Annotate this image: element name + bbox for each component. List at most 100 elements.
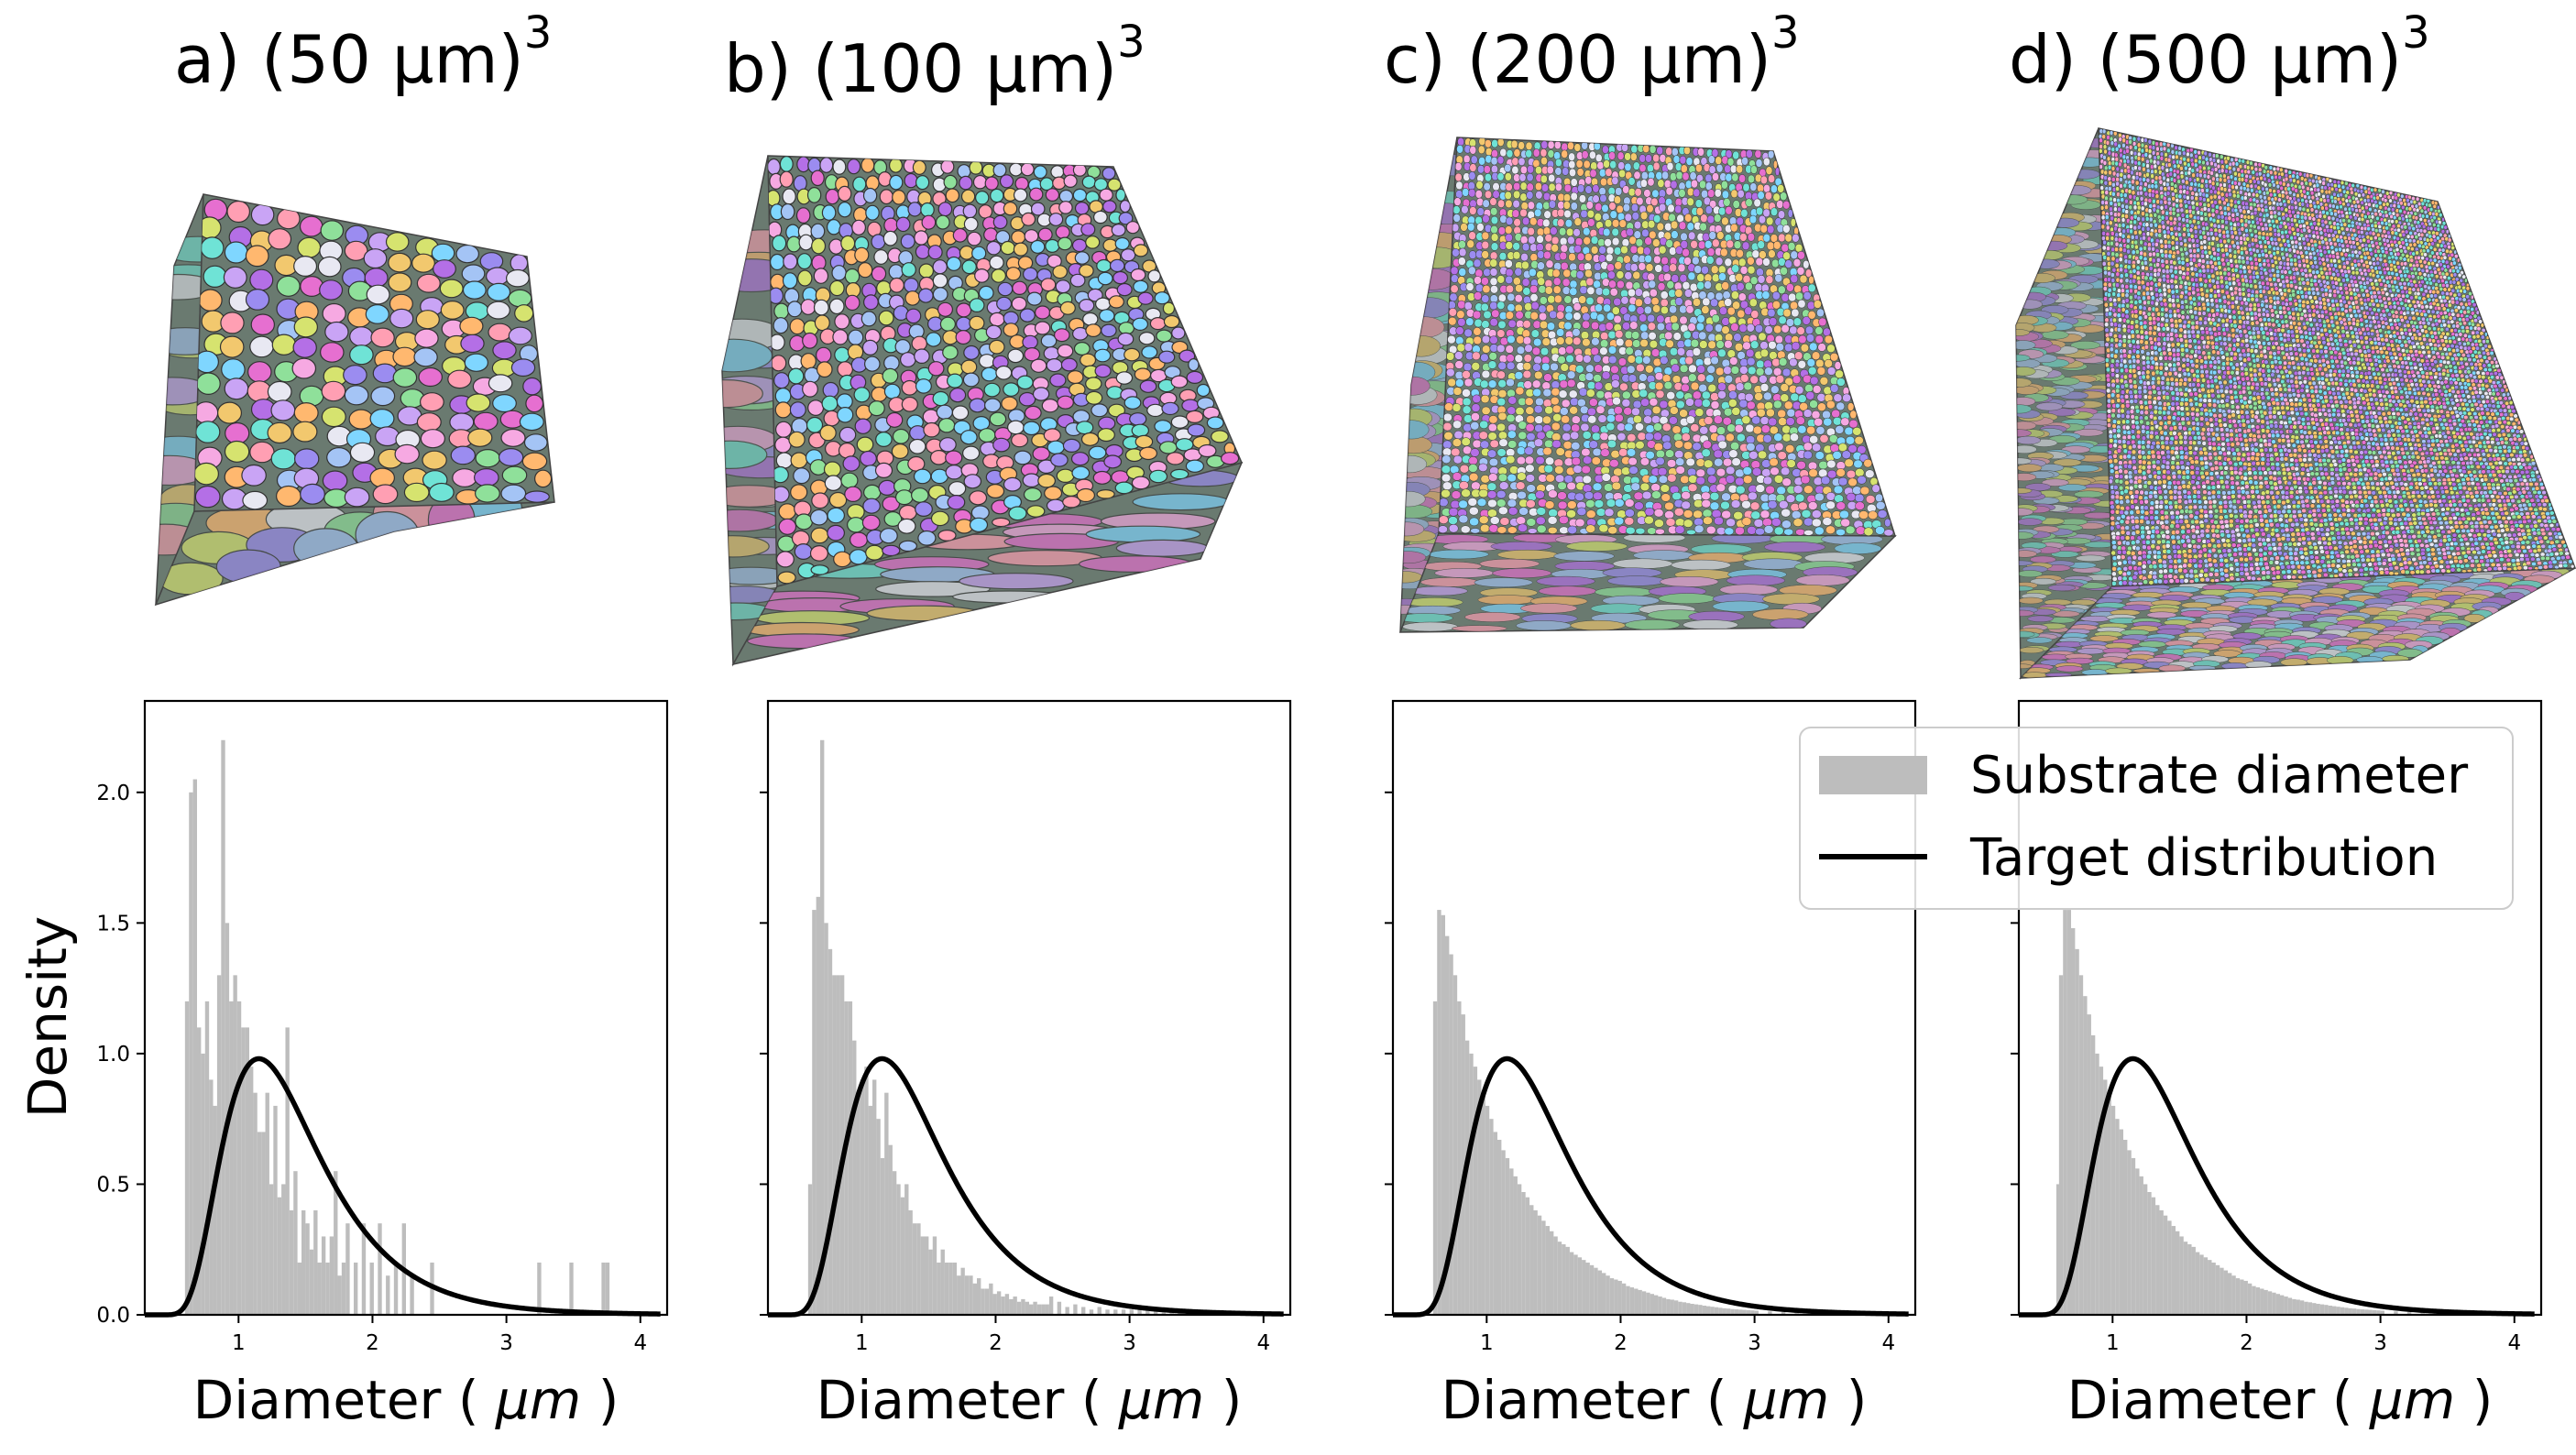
y-tick-label: 2.0	[96, 782, 130, 805]
hist-bar	[2324, 1305, 2329, 1315]
hist-bar	[2119, 1129, 2123, 1315]
x-axis-label-unit: μm	[1118, 1369, 1204, 1431]
hist-bar	[1585, 1262, 1590, 1315]
hist-bar	[928, 1249, 933, 1315]
hist-bar	[1666, 1298, 1671, 1315]
hist-bar	[1001, 1296, 1005, 1315]
histogram-panel-a: 1 2 3 4 0.0 0.5 1.0 1.5 2.0 Diameter ( μm )	[96, 699, 669, 1431]
hist-bar	[334, 1171, 338, 1315]
hist-bar	[1145, 1309, 1150, 1315]
panel-title-d: d) (500 μm)3	[2009, 7, 2430, 98]
hist-bar	[325, 1262, 330, 1315]
hist-bar	[2296, 1299, 2300, 1315]
hist-bar	[2292, 1298, 2296, 1315]
hist-bar	[1501, 1150, 1506, 1315]
panel-title-b: b) (100 μm)3	[724, 16, 1145, 107]
hist-bar	[1626, 1285, 1630, 1315]
hist-bar	[233, 975, 237, 1315]
hist-bar	[2368, 1309, 2373, 1315]
hist-bar	[1609, 1278, 1615, 1315]
hist-bar	[2208, 1260, 2212, 1315]
x-tick-label: 1	[1480, 1331, 1494, 1355]
histogram-panel-d: 1 2 3 4 Diameter ( μm )	[2011, 699, 2543, 1431]
hist-bar	[285, 1027, 290, 1315]
cube-render-a	[154, 193, 555, 607]
hist-bar	[1533, 1209, 1538, 1315]
hist-bar	[1529, 1205, 1534, 1315]
hist-bar	[2063, 910, 2067, 1315]
hist-bar	[569, 1262, 574, 1315]
panel-size: (500 μm)	[2098, 21, 2402, 98]
cube-left-face-grains	[2016, 137, 2112, 669]
hist-bar	[369, 1262, 374, 1315]
hist-bar	[245, 1027, 249, 1315]
hist-bar	[2376, 1310, 2381, 1315]
hist-bar	[313, 1209, 318, 1315]
hist-bar	[2304, 1301, 2308, 1315]
hist-bar	[1670, 1299, 1674, 1315]
hist-bar	[1738, 1309, 1743, 1315]
hist-bar	[900, 1197, 905, 1315]
x-axis-label-text: Diameter (	[1441, 1369, 1744, 1431]
axes-frame	[2017, 699, 2543, 1317]
hist-bar	[1041, 1304, 1046, 1315]
hist-bar	[2255, 1287, 2261, 1315]
y-tick-label: 0.0	[96, 1304, 130, 1328]
hist-bar	[1517, 1184, 1522, 1315]
x-axis-label: Diameter ( μm )	[2067, 1369, 2494, 1431]
hist-bar	[1464, 1040, 1470, 1315]
panel-size: (100 μm)	[813, 30, 1117, 107]
hist-bar	[2287, 1297, 2293, 1315]
panel-titles: a) (50 μm)3 b) (100 μm)3 c) (200 μm)3 d) (5…	[174, 7, 2430, 107]
hist-bar	[1690, 1304, 1694, 1315]
hist-bar	[289, 1209, 294, 1315]
hist-bar	[2348, 1307, 2352, 1315]
x-tick-label: 3	[1123, 1331, 1136, 1355]
hist-bar	[2272, 1292, 2276, 1315]
hist-bar	[1525, 1197, 1530, 1315]
hist-bar	[2075, 948, 2079, 1315]
hist-bar	[1654, 1295, 1659, 1315]
hist-bar	[2163, 1215, 2168, 1315]
hist-bar	[2131, 1157, 2136, 1315]
hist-bar	[1521, 1192, 1526, 1315]
hist-bar	[856, 1092, 860, 1315]
hist-bar	[1016, 1301, 1022, 1315]
panel-label: a)	[174, 21, 261, 98]
hist-bar	[1048, 1296, 1054, 1315]
hist-bar	[2299, 1300, 2305, 1315]
hist-bar	[2307, 1302, 2313, 1315]
hist-bar	[2143, 1184, 2148, 1315]
hist-bar	[1589, 1264, 1595, 1315]
hist-bar	[2264, 1289, 2268, 1315]
hist-bar	[1698, 1305, 1703, 1315]
hist-bar	[197, 1027, 202, 1315]
axes-frame	[766, 699, 1292, 1317]
hist-bar	[1768, 1311, 1772, 1315]
hist-bar	[1710, 1307, 1715, 1315]
histogram-panels: 1 2 3 4 0.0 0.5 1.0 1.5 2.0 Diameter ( μm ) 1 2 3 4 Di…	[96, 699, 2543, 1431]
hist-bar	[2183, 1242, 2188, 1315]
hist-bar	[1606, 1275, 1610, 1315]
hist-bar	[957, 1275, 961, 1315]
hist-bar	[1004, 1294, 1010, 1315]
hist-bar	[1461, 1014, 1465, 1315]
hist-bar	[321, 1236, 326, 1315]
hist-bar	[1097, 1307, 1102, 1315]
hist-bar	[925, 1236, 929, 1315]
hist-bar	[1505, 1157, 1510, 1315]
hist-bar	[2247, 1283, 2253, 1315]
hist-bar	[2058, 975, 2064, 1315]
x-axis-label: Diameter ( μm )	[1441, 1369, 1868, 1431]
hist-bar	[1702, 1306, 1706, 1315]
hist-bar	[1694, 1304, 1699, 1315]
panel-label: b)	[724, 30, 813, 107]
hist-bar	[884, 1092, 889, 1315]
hist-bar	[888, 1144, 893, 1315]
hist-bar	[1469, 1053, 1474, 1315]
hist-bar	[872, 1079, 877, 1315]
x-tick-label: 2	[2240, 1331, 2253, 1355]
hist-bar	[896, 1184, 901, 1315]
histogram-bars	[807, 739, 1182, 1315]
hist-bar	[1602, 1273, 1606, 1315]
